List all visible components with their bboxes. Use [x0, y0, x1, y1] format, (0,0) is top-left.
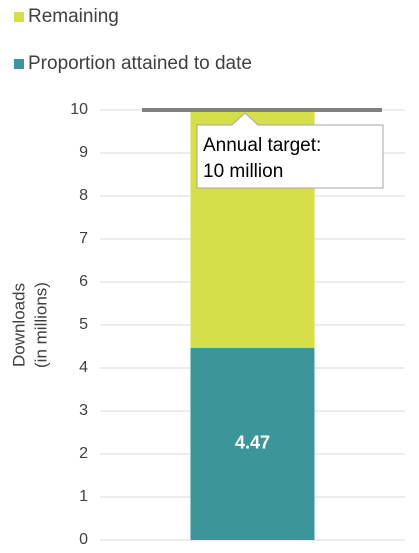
annotation-box — [196, 112, 384, 189]
legend-swatch — [14, 12, 24, 22]
y-tick-label: 5 — [79, 316, 88, 333]
bar-segment — [190, 347, 315, 540]
y-tick-label: 1 — [79, 488, 88, 505]
legend-label: Proportion attained to date — [28, 53, 252, 74]
legend-label: Remaining — [28, 6, 119, 27]
y-axis-label: Downloads (in millions) — [9, 282, 50, 368]
y-tick-label: 4 — [79, 359, 88, 376]
legend-swatch — [14, 59, 24, 69]
y-tick-label: 2 — [79, 445, 88, 462]
y-tick-label: 10 — [70, 101, 88, 118]
annotation-text: 10 million — [203, 161, 283, 182]
y-tick-label: 0 — [79, 531, 88, 548]
y-tick-label: 6 — [79, 273, 88, 290]
annotation-text: Annual target: — [203, 135, 321, 156]
y-tick-label: 8 — [79, 187, 88, 204]
y-axis-label-line: (in millions) — [31, 282, 50, 368]
bar-value-label: 4.47 — [235, 433, 270, 453]
y-tick-label: 9 — [79, 144, 88, 161]
y-axis-label-line: Downloads — [9, 283, 28, 367]
y-tick-label: 3 — [79, 402, 88, 419]
y-tick-label: 7 — [79, 230, 88, 247]
